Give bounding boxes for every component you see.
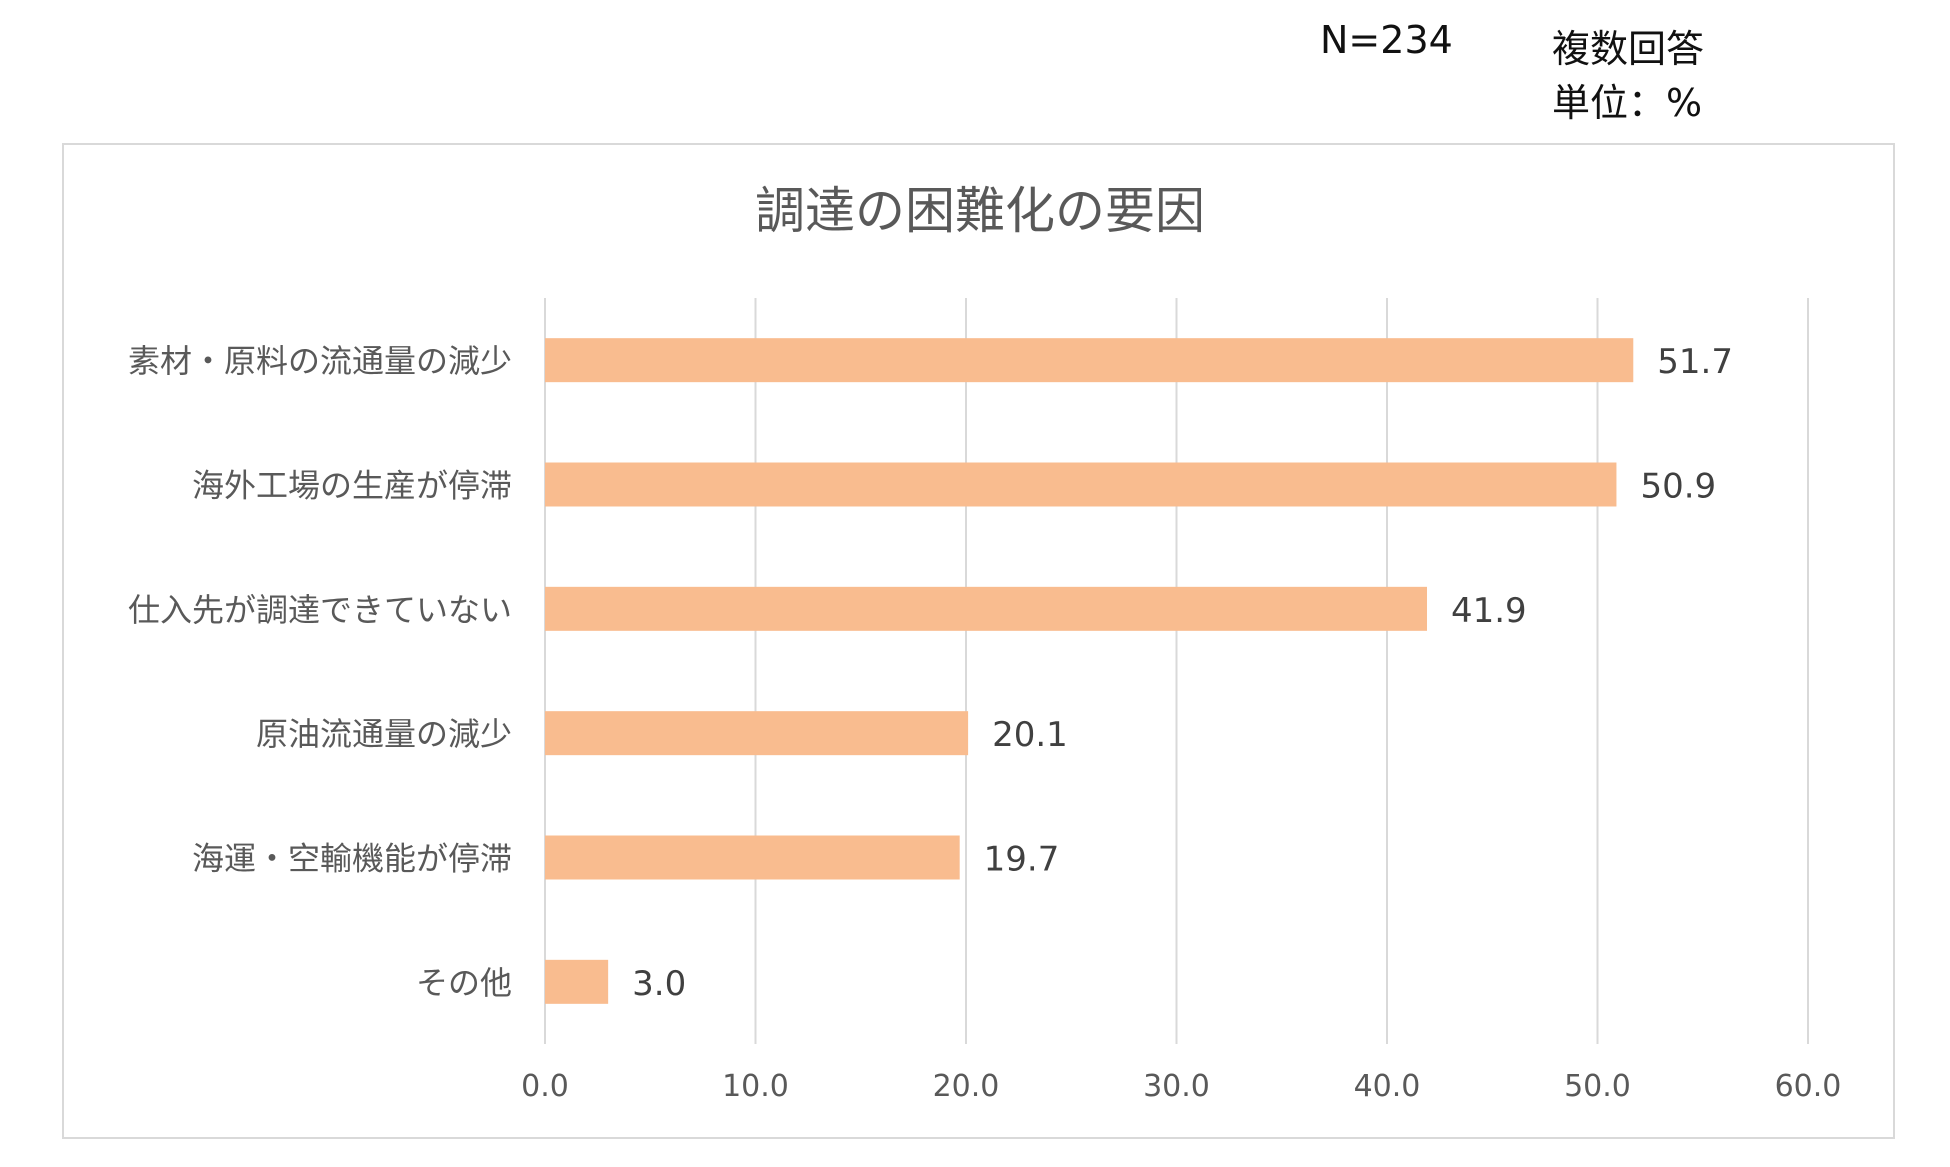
chart-frame xyxy=(62,143,1895,1139)
bar xyxy=(545,586,1427,631)
x-tick-label: 60.0 xyxy=(1775,1069,1842,1104)
x-tick-label: 10.0 xyxy=(722,1069,789,1104)
bar xyxy=(545,835,960,880)
x-tick-label: 50.0 xyxy=(1564,1069,1631,1104)
answer-type-note: 複数回答 xyxy=(1552,27,1705,71)
data-label: 20.1 xyxy=(992,715,1068,755)
gridlines xyxy=(544,298,1809,1044)
category-label: 仕入先が調達できていない xyxy=(128,591,512,629)
bars xyxy=(545,338,1634,1004)
bar xyxy=(545,338,1634,383)
data-label: 51.7 xyxy=(1657,342,1733,382)
x-tick-label: 30.0 xyxy=(1143,1069,1210,1104)
bar xyxy=(545,711,969,756)
bar xyxy=(545,959,609,1004)
category-label: 原油流通量の減少 xyxy=(256,715,512,753)
data-label: 19.7 xyxy=(984,840,1060,880)
chart-title: 調達の困難化の要因 xyxy=(755,182,1205,240)
x-tick-label: 40.0 xyxy=(1354,1069,1421,1104)
data-label: 3.0 xyxy=(632,964,686,1004)
category-label: その他 xyxy=(416,964,512,1002)
x-tick-label: 0.0 xyxy=(521,1069,569,1104)
labels: 0.0 10.0 20.0 30.0 40.0 50.0 60.0 素材・原料の流通量の減少 5… xyxy=(128,342,1841,1104)
bar xyxy=(545,462,1617,507)
category-label: 素材・原料の流通量の減少 xyxy=(128,342,512,380)
sample-size-note: N=234 xyxy=(1320,18,1453,62)
unit-note: 単位：% xyxy=(1552,81,1703,125)
category-label: 海運・空輸機能が停滞 xyxy=(192,840,512,878)
x-tick-label: 20.0 xyxy=(933,1069,1000,1104)
data-label: 50.9 xyxy=(1640,467,1716,507)
category-label: 海外工場の生産が停滞 xyxy=(192,467,512,505)
data-label: 41.9 xyxy=(1451,591,1527,631)
